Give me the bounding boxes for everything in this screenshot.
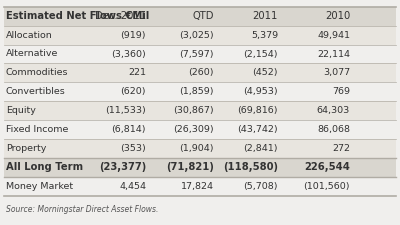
Text: 49,941: 49,941 [317, 31, 350, 40]
Text: (3,360): (3,360) [111, 50, 146, 58]
Text: Convertibles: Convertibles [6, 87, 66, 96]
Text: 86,068: 86,068 [317, 125, 350, 134]
Text: Money Market: Money Market [6, 182, 73, 191]
Bar [4, 26, 396, 45]
Bar [4, 63, 396, 82]
Bar [4, 7, 396, 26]
Text: Alternative: Alternative [6, 50, 58, 58]
Text: (69,816): (69,816) [238, 106, 278, 115]
Text: 22,114: 22,114 [317, 50, 350, 58]
Text: QTD: QTD [192, 11, 214, 21]
Text: (919): (919) [120, 31, 146, 40]
Text: (7,597): (7,597) [180, 50, 214, 58]
Bar [4, 139, 396, 158]
Text: (4,953): (4,953) [243, 87, 278, 96]
Text: 226,544: 226,544 [304, 162, 350, 172]
Text: 4,454: 4,454 [119, 182, 146, 191]
Text: (353): (353) [120, 144, 146, 153]
Text: Equity: Equity [6, 106, 36, 115]
Text: (6,814): (6,814) [112, 125, 146, 134]
Text: Source: Morningstar Direct Asset Flows.: Source: Morningstar Direct Asset Flows. [6, 205, 158, 214]
Bar [4, 45, 396, 63]
Bar [4, 158, 396, 177]
Text: Allocation: Allocation [6, 31, 53, 40]
Text: 3,077: 3,077 [323, 68, 350, 77]
Text: Fixed Income: Fixed Income [6, 125, 68, 134]
Bar [4, 101, 396, 120]
Text: (452): (452) [252, 68, 278, 77]
Text: (30,867): (30,867) [173, 106, 214, 115]
Text: (101,560): (101,560) [304, 182, 350, 191]
Text: 221: 221 [128, 68, 146, 77]
Text: 2010: 2010 [325, 11, 350, 21]
Text: (71,821): (71,821) [166, 162, 214, 172]
Text: (1,904): (1,904) [180, 144, 214, 153]
Text: (11,533): (11,533) [105, 106, 146, 115]
Text: 272: 272 [332, 144, 350, 153]
Text: 2011: 2011 [253, 11, 278, 21]
Bar [4, 82, 396, 101]
Text: (2,841): (2,841) [244, 144, 278, 153]
Text: (260): (260) [188, 68, 214, 77]
Text: Dec. 2011: Dec. 2011 [95, 11, 146, 21]
Text: 17,824: 17,824 [181, 182, 214, 191]
Text: (2,154): (2,154) [244, 50, 278, 58]
Text: Estimated Net Flows €Mil: Estimated Net Flows €Mil [6, 11, 149, 21]
Text: 64,303: 64,303 [317, 106, 350, 115]
Bar [4, 177, 396, 196]
Text: All Long Term: All Long Term [6, 162, 83, 172]
Text: (23,377): (23,377) [99, 162, 146, 172]
Text: (43,742): (43,742) [237, 125, 278, 134]
Text: (1,859): (1,859) [180, 87, 214, 96]
Text: 769: 769 [332, 87, 350, 96]
Text: Commodities: Commodities [6, 68, 68, 77]
Text: (26,309): (26,309) [173, 125, 214, 134]
Text: (3,025): (3,025) [179, 31, 214, 40]
Text: (118,580): (118,580) [223, 162, 278, 172]
Text: 5,379: 5,379 [251, 31, 278, 40]
Bar [4, 120, 396, 139]
Text: (620): (620) [120, 87, 146, 96]
Text: Property: Property [6, 144, 46, 153]
Text: (5,708): (5,708) [244, 182, 278, 191]
